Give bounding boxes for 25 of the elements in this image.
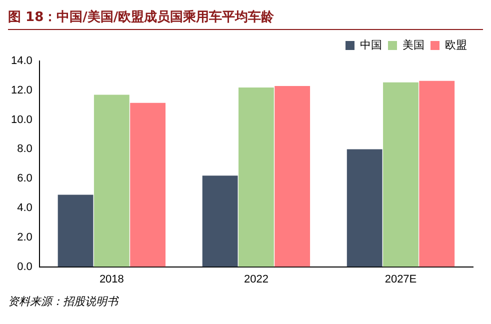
bar [274, 86, 310, 267]
y-tick-label: 6.0 [17, 172, 32, 185]
y-tick-label: 2.0 [17, 231, 32, 244]
y-tick-label: 14.0 [10, 55, 32, 68]
bar [419, 80, 455, 267]
bar [346, 149, 382, 267]
bar [202, 176, 238, 267]
chart-title: 图 18：中国/美国/欧盟成员国乘用车平均车龄 [8, 8, 483, 30]
bar [58, 194, 94, 267]
bar [383, 82, 418, 267]
legend-label: 美国 [402, 38, 424, 52]
bar [238, 87, 274, 267]
y-tick-label: 0.0 [17, 260, 32, 273]
y-tick-label: 8.0 [17, 143, 32, 156]
x-tick-label: 2022 [244, 273, 268, 286]
x-tick-label: 2027E [384, 273, 417, 286]
bar [94, 94, 130, 267]
y-tick-label: 4.0 [17, 202, 32, 214]
x-tick-label: 2018 [99, 273, 124, 286]
bar [130, 102, 166, 267]
text: 资料来源：招股说明书 [8, 294, 120, 309]
y-tick-label: 12.0 [10, 84, 32, 96]
legend-label: 中国 [360, 38, 382, 52]
y-tick-label: 10.0 [10, 114, 32, 126]
legend-label: 欧盟 [445, 38, 467, 52]
